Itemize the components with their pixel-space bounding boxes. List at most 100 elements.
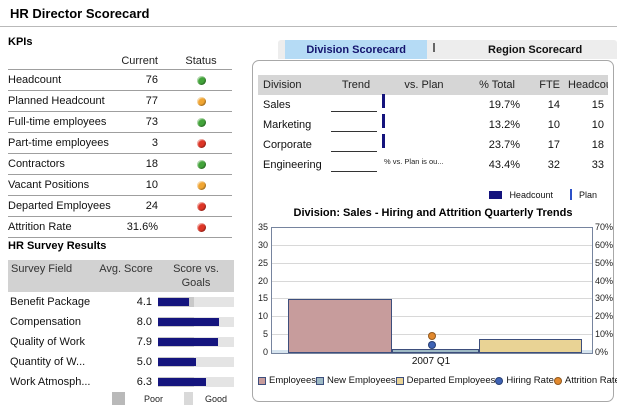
legend-marker-employees — [258, 376, 266, 385]
pct-total-value: 43.4% — [488, 159, 520, 171]
vs-plan-column-header: vs. Plan — [404, 79, 444, 91]
kpi-status-cell — [170, 222, 232, 232]
trend-sparkline — [330, 115, 382, 135]
right-axis-tick-label: 40% — [595, 275, 614, 286]
status-green-icon — [196, 75, 206, 85]
survey-scale-footer: Poor Good — [8, 392, 234, 406]
survey-field-column-header: Survey Field — [11, 263, 73, 275]
kpi-section: KPIs Current Status Headcount 76 Planned H… — [8, 36, 232, 238]
pct-total-value: 13.2% — [488, 119, 520, 131]
scale-max-label: Good — [205, 394, 228, 404]
left-axis-tick-label: 5 — [262, 329, 268, 340]
kpi-label: Headcount — [8, 74, 62, 86]
division-row: Engineering % vs. Plan is ou... 43.4% 32 33 — [258, 155, 608, 175]
right-axis-tick-label: 20% — [595, 311, 614, 322]
trend-baseline — [331, 171, 377, 172]
division-name: Sales — [263, 99, 291, 111]
kpi-current-value: 3 — [151, 137, 158, 149]
score-scale-band-high — [194, 357, 234, 367]
trend-sparkline — [330, 135, 382, 155]
vs-plan-note: % vs. Plan is ou... — [384, 157, 444, 166]
left-axis-tick-label: 10 — [257, 311, 268, 322]
legend-label: New Employees — [327, 375, 396, 386]
chart-title: Division: Sales - Hiring and Attrition Q… — [293, 207, 573, 219]
right-axis-tick-label: 50% — [595, 257, 614, 268]
chart-bar-departed-employees — [479, 338, 583, 353]
vs-plan-target-tick — [382, 114, 385, 128]
division-scorecard-panel: Division Trend vs. Plan % Total FTE Head… — [252, 60, 617, 402]
division-row: Marketing 13.2% 10 10 — [258, 114, 608, 135]
right-axis-tick-label: 0% — [595, 347, 609, 357]
kpi-rows: Headcount 76 Planned Headcount 77 Full-time … — [8, 69, 232, 238]
kpi-table-header: Current Status — [8, 52, 232, 69]
survey-score-bar-cell — [158, 372, 234, 392]
right-axis-tick-label: 30% — [595, 293, 614, 304]
chart-legend-item: New Employees — [316, 375, 396, 386]
scale-min-label: Poor — [144, 394, 164, 404]
kpi-heading: KPIs — [8, 36, 33, 48]
trend-sparkline — [330, 155, 382, 175]
survey-row: Compensation 8.0 — [8, 312, 234, 332]
survey-row: Work Atmosph... 6.3 — [8, 372, 234, 392]
tab-region-scorecard[interactable]: Region Scorecard — [488, 43, 583, 56]
survey-field-label: Benefit Package — [10, 296, 91, 308]
gridline — [272, 262, 592, 264]
survey-avg-score-value: 5.0 — [136, 356, 152, 368]
chart-bar-new-employees — [391, 349, 480, 353]
kpi-status-cell — [170, 96, 232, 106]
kpi-status-cell — [170, 75, 232, 85]
kpi-current-value: 77 — [145, 95, 158, 107]
vs-plan-target-tick — [382, 94, 385, 108]
kpi-current-value: 10 — [145, 179, 158, 191]
division-name: Corporate — [263, 139, 312, 151]
trend-baseline — [331, 131, 377, 132]
kpi-status-cell — [170, 201, 232, 211]
survey-score-bar-cell — [158, 292, 234, 312]
vs-plan-cell — [382, 94, 466, 115]
division-row: Corporate 23.7% 17 18 — [258, 134, 608, 155]
scorecard-tabbar: Division Scorecard Region Scorecard — [278, 40, 617, 59]
gridline — [272, 298, 592, 300]
kpi-label: Contractors — [8, 158, 65, 170]
chart-point-hiring-rate — [428, 340, 436, 349]
headcount-value: 15 — [591, 99, 604, 111]
score-scale-band-high — [194, 297, 234, 307]
kpi-current-value: 24 — [145, 200, 158, 212]
kpi-status-cell — [170, 180, 232, 190]
status-red-icon — [196, 201, 206, 211]
kpi-current-value: 76 — [145, 74, 158, 86]
plan-legend-line — [569, 189, 572, 200]
survey-section: HR Survey Results Survey Field Avg. Scor… — [8, 240, 234, 406]
kpi-label: Departed Employees — [8, 200, 111, 212]
status-red-icon — [196, 222, 206, 232]
kpi-label: Full-time employees — [8, 116, 107, 128]
kpi-row: Full-time employees 73 — [8, 111, 232, 132]
survey-avg-score-value: 7.9 — [136, 336, 152, 348]
fte-value: 32 — [547, 159, 560, 171]
survey-field-label: Compensation — [10, 316, 81, 328]
left-axis-tick-label: 20 — [257, 275, 268, 286]
division-table-header: Division Trend vs. Plan % Total FTE Head… — [258, 75, 608, 95]
survey-table-header: Survey Field Avg. Score Score vs. Goals — [8, 260, 234, 292]
legend-label: Hiring Rate — [506, 375, 554, 386]
survey-field-label: Quality of Work — [10, 336, 85, 348]
legend-label: Employees — [269, 375, 316, 386]
headcount-value: 18 — [591, 139, 604, 151]
chart-area: 0 5 10 15 20 25 30 35 0% 10% 20% 30% 40% 50% 60% 70% — [253, 222, 613, 357]
tab-division-scorecard[interactable]: Division Scorecard — [285, 40, 428, 59]
survey-avg-score-value: 8.0 — [136, 316, 152, 328]
kpi-label: Planned Headcount — [8, 95, 105, 107]
survey-field-label: Work Atmosph... — [10, 376, 91, 388]
legend-marker-departed-employees — [395, 376, 404, 385]
page-title: HR Director Scorecard — [10, 6, 150, 21]
left-axis-tick-label: 25 — [257, 257, 268, 268]
headcount-legend-label: Headcount — [509, 189, 553, 200]
legend-marker-attrition-rate — [553, 376, 562, 385]
vs-plan-cell — [382, 114, 466, 135]
scale-goal-marker — [184, 392, 193, 405]
survey-score-bar-cell — [158, 352, 234, 372]
survey-field-label: Quantity of W... — [10, 356, 86, 368]
trend-sparkline — [330, 95, 382, 115]
kpi-status-cell — [170, 138, 232, 148]
